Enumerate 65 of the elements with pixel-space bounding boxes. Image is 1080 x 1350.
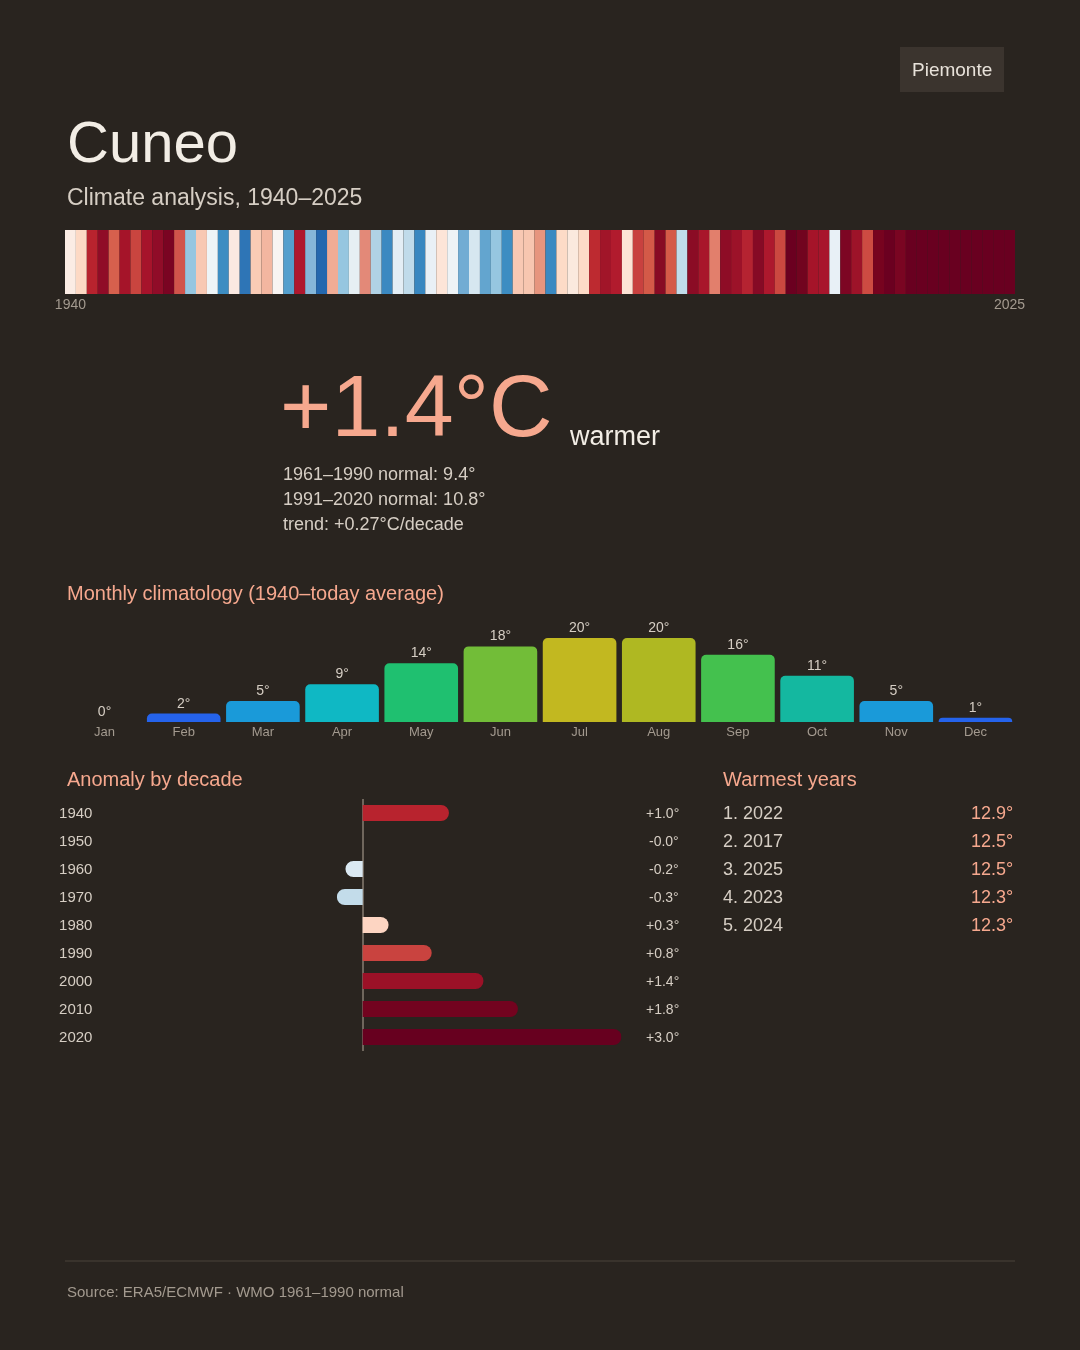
x-tick-label: Jan	[94, 724, 116, 739]
x-tick-label: Dec	[963, 724, 988, 739]
data-label: -0.0°	[649, 833, 679, 849]
text: 12.3°	[971, 915, 1014, 935]
data-label: 0°	[97, 703, 112, 719]
chart-title: Cuneo	[67, 109, 238, 174]
category-label: 1. 2022	[723, 803, 784, 823]
text: warmer	[569, 421, 661, 451]
text: 12.3°	[971, 887, 1014, 907]
data-label: -0.3°	[649, 889, 679, 905]
data-label: +0.8°	[646, 945, 680, 961]
x-tick-label: Feb	[172, 724, 195, 739]
data-label: +1.8°	[646, 1001, 680, 1017]
text: +1.4°C	[280, 356, 553, 455]
data-label: 16°	[727, 635, 749, 652]
x-tick-label: Nov	[884, 724, 909, 739]
data-label: 18°	[489, 627, 511, 644]
text: Piemonte	[912, 59, 993, 80]
text: 1991–2020 normal: 10.8°	[283, 489, 486, 509]
data-label: 11°	[807, 656, 828, 673]
source-note: Source: ERA5/ECMWF · WMO 1961–1990 normal	[67, 1283, 404, 1300]
text: Anomaly by decade	[67, 768, 243, 790]
y-tick-label: 1940	[59, 804, 93, 822]
x-tick-label: Mar	[251, 724, 275, 739]
x-tick-label: Sep	[726, 724, 750, 739]
data-label: 20°	[569, 619, 591, 635]
chart-subtitle: Climate analysis, 1940–2025	[67, 184, 363, 210]
x-tick-label: Oct	[806, 724, 828, 739]
text: 1961–1990 normal: 9.4°	[283, 464, 476, 484]
text: trend: +0.27°C/decade	[283, 514, 464, 534]
x-tick-label: Apr	[331, 724, 353, 739]
text: 12.5°	[971, 859, 1014, 879]
data-label: 1°	[968, 698, 983, 715]
text: Warmest years	[723, 768, 857, 790]
data-label: +3.0°	[646, 1029, 680, 1045]
y-tick-label: 2010	[59, 1000, 93, 1018]
y-tick-label: 2000	[59, 972, 93, 990]
x-tick-label: Jul	[571, 724, 588, 739]
category-label: 2. 2017	[723, 831, 784, 851]
category-label: 3. 2025	[723, 859, 784, 879]
chart-title: Monthly climatology (1940–today average)	[67, 582, 444, 604]
data-label: +1.0°	[646, 805, 680, 821]
x-tick-label: Aug	[647, 724, 671, 739]
x-tick-label: 2025	[993, 296, 1026, 312]
y-tick-label: 1980	[59, 916, 93, 934]
y-tick-label: 1970	[59, 888, 93, 906]
data-label: 9°	[335, 665, 349, 682]
data-label: +1.4°	[646, 973, 680, 989]
data-label: 2°	[177, 694, 191, 711]
x-tick-label: Jun	[489, 724, 511, 739]
data-label: 5°	[256, 682, 270, 698]
category-label: 4. 2023	[723, 887, 784, 907]
x-tick-label: May	[408, 724, 435, 739]
category-label: 5. 2024	[723, 915, 784, 935]
y-tick-label: 1950	[59, 832, 93, 850]
data-label: 5°	[889, 682, 903, 698]
y-tick-label: 2020	[59, 1028, 93, 1046]
data-label: -0.2°	[649, 861, 679, 877]
text: 12.5°	[971, 831, 1014, 851]
y-tick-label: 1960	[59, 860, 93, 878]
data-label: 20°	[648, 619, 670, 635]
data-label: +0.3°	[646, 917, 680, 933]
y-tick-label: 1990	[59, 944, 93, 962]
data-label: 14°	[410, 644, 432, 661]
text: 12.9°	[971, 803, 1014, 823]
